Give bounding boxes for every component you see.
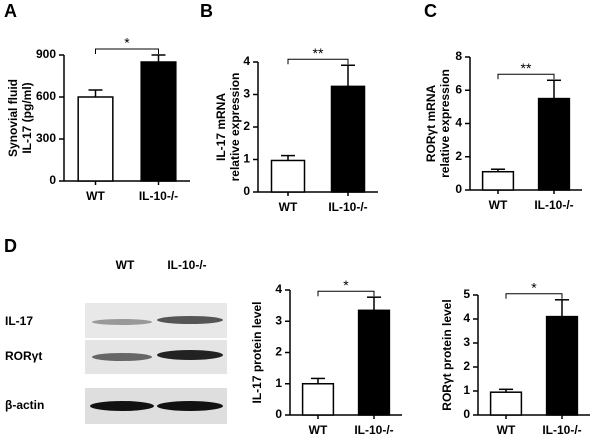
panel-letter: D bbox=[4, 236, 17, 256]
y-tick-label: 1 bbox=[275, 376, 282, 390]
y-tick-label: 5 bbox=[463, 287, 470, 301]
bar bbox=[357, 309, 391, 416]
y-tick-label: 6 bbox=[455, 82, 462, 96]
x-tick-label: IL-10-/- bbox=[139, 189, 178, 203]
bar bbox=[140, 61, 177, 182]
bar bbox=[545, 315, 579, 416]
y-tick-label: 0 bbox=[243, 184, 250, 198]
x-tick-label: WT bbox=[309, 423, 328, 437]
y-tick-label: 1 bbox=[243, 152, 250, 166]
y-tick-label: 4 bbox=[243, 54, 250, 68]
bar bbox=[481, 170, 515, 191]
significance-label: ** bbox=[521, 60, 532, 76]
y-tick-label: 3 bbox=[463, 335, 470, 349]
y-tick-label: 1 bbox=[463, 383, 470, 397]
y-tick-label: 4 bbox=[455, 116, 462, 130]
bar bbox=[301, 383, 335, 416]
significance-bracket bbox=[95, 48, 159, 54]
blot-band bbox=[92, 319, 152, 325]
lane-label: WT bbox=[116, 258, 135, 272]
significance-label: * bbox=[343, 277, 349, 293]
x-tick-label: IL-10-/- bbox=[542, 423, 581, 437]
western-blot: WT IL-10-/- IL-17 RORγt β-actin bbox=[5, 258, 227, 424]
x-tick-label: WT bbox=[489, 198, 508, 212]
bar bbox=[270, 159, 306, 193]
bar bbox=[489, 391, 523, 416]
significance-bracket bbox=[287, 58, 349, 65]
blot-band bbox=[157, 316, 223, 324]
x-tick-label: IL-10-/- bbox=[534, 198, 573, 212]
blot-band bbox=[90, 401, 154, 411]
y-axis-label: IL-17 (pg/ml) bbox=[20, 82, 34, 153]
lane-label: IL-10-/- bbox=[167, 258, 206, 272]
y-tick-label: 0 bbox=[455, 182, 462, 196]
y-tick-label: 900 bbox=[36, 47, 56, 61]
significance-bracket bbox=[497, 73, 555, 80]
significance-bracket bbox=[505, 293, 563, 299]
bar bbox=[537, 97, 571, 191]
significance-label: * bbox=[124, 35, 130, 51]
significance-bracket bbox=[317, 290, 375, 297]
y-tick-label: 8 bbox=[455, 49, 462, 63]
significance-label: * bbox=[531, 280, 537, 296]
y-axis-label: relative expression bbox=[438, 69, 452, 178]
y-axis-label: RORγt protein level bbox=[440, 299, 454, 410]
y-tick-label: 2 bbox=[463, 359, 470, 373]
bar bbox=[77, 96, 114, 182]
row-label: IL-17 bbox=[5, 314, 33, 328]
x-tick-label: WT bbox=[86, 189, 105, 203]
y-tick-label: 4 bbox=[275, 282, 282, 296]
y-axis-label: IL-17 mRNA bbox=[214, 93, 228, 161]
bar bbox=[330, 85, 366, 193]
x-tick-label: IL-10-/- bbox=[328, 200, 367, 214]
x-tick-label: WT bbox=[497, 423, 516, 437]
panel-letter: B bbox=[200, 1, 213, 21]
blot-band bbox=[157, 401, 223, 411]
blot-band bbox=[92, 353, 152, 361]
y-tick-label: 300 bbox=[36, 131, 56, 145]
x-tick-label: WT bbox=[279, 200, 298, 214]
row-label: β-actin bbox=[5, 398, 44, 412]
y-tick-label: 0 bbox=[275, 407, 282, 421]
x-tick-label: IL-10-/- bbox=[354, 423, 393, 437]
y-tick-label: 2 bbox=[243, 119, 250, 133]
panel-letter: A bbox=[4, 1, 17, 21]
y-tick-label: 0 bbox=[49, 173, 56, 187]
significance-label: ** bbox=[313, 45, 324, 61]
row-label: RORγt bbox=[5, 349, 42, 363]
y-axis-label: IL-17 protein level bbox=[250, 301, 264, 403]
y-tick-label: 3 bbox=[243, 87, 250, 101]
y-axis-label: Synovial fluid bbox=[6, 79, 20, 157]
y-tick-label: 4 bbox=[463, 311, 470, 325]
panel-letter: C bbox=[424, 1, 437, 21]
y-axis-label: RORγt mRNA bbox=[424, 85, 438, 163]
y-tick-label: 2 bbox=[455, 149, 462, 163]
y-tick-label: 2 bbox=[275, 345, 282, 359]
y-tick-label: 0 bbox=[463, 407, 470, 421]
y-tick-label: 600 bbox=[36, 89, 56, 103]
y-axis-label: relative expression bbox=[228, 73, 242, 182]
y-tick-label: 3 bbox=[275, 313, 282, 327]
blot-band bbox=[157, 350, 223, 360]
